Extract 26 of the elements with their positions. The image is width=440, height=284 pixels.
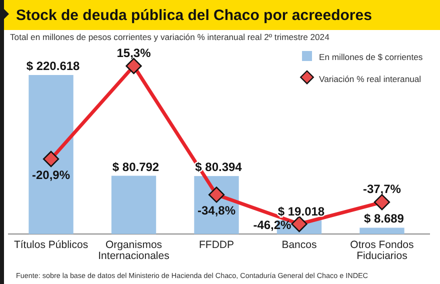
bar	[111, 176, 156, 234]
x-tick-label: Bancos	[282, 239, 317, 251]
x-tick-label: Títulos Públicos	[14, 239, 88, 251]
x-tick-label: Organismos Internacionales	[98, 239, 170, 262]
point	[291, 216, 308, 232]
data-label: $ 19.018	[278, 204, 325, 218]
data-label: $ 8.689	[364, 212, 404, 226]
data-label: 15,3%	[116, 46, 152, 60]
point	[126, 58, 142, 74]
data-label: $ 80.792	[112, 160, 160, 174]
point	[208, 186, 225, 203]
data-label: -34,8%	[197, 204, 236, 218]
point	[374, 194, 390, 210]
data-label: -46,2%	[253, 218, 292, 232]
bar	[360, 228, 404, 234]
legend-label: Variación % real interanual	[319, 74, 422, 84]
data-label: $ 220.618	[26, 59, 80, 73]
chart-subtitle: Total en millones de pesos corrientes y variación % interanual real 2º trimestre 2024	[10, 32, 330, 42]
data-label: -20,9%	[32, 168, 70, 182]
point	[42, 150, 60, 168]
chart-title: Stock de deuda pública del Chaco por acreedores	[16, 7, 372, 24]
x-tick-label: Otros Fondos Fiduciarios	[350, 239, 414, 262]
data-label: -37,7%	[362, 182, 402, 196]
legend-label: En millones de $ corrientes	[319, 52, 423, 62]
x-tick-label: FFDDP	[199, 239, 234, 251]
bar	[28, 75, 74, 234]
